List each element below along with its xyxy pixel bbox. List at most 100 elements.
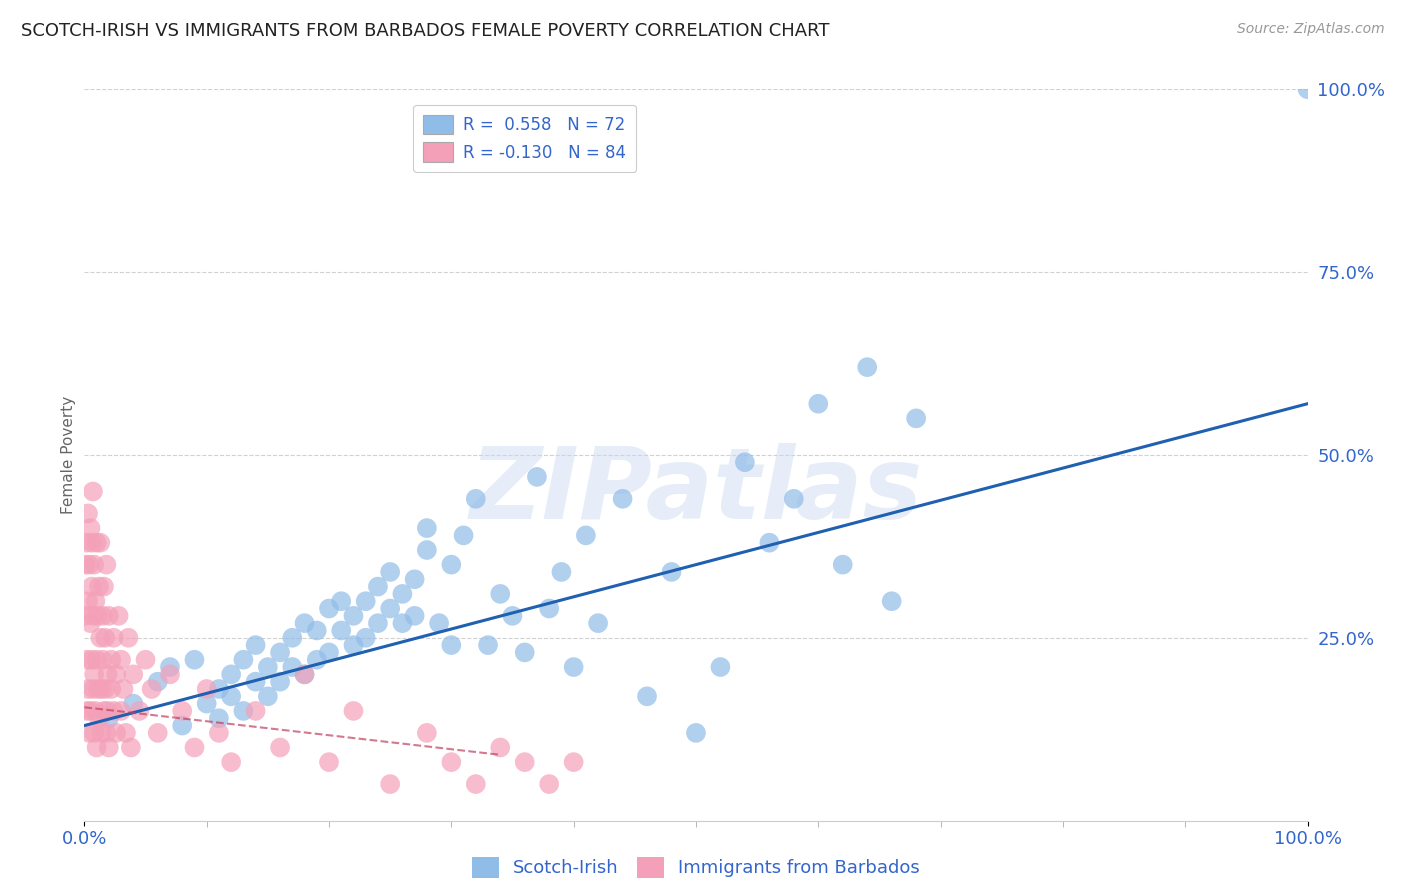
Point: [1296, 82, 1319, 96]
Point: [427, 616, 450, 631]
Point: [91, 653, 114, 667]
Point: [416, 726, 439, 740]
Point: [404, 608, 426, 623]
Point: [96, 726, 118, 740]
Point: [122, 697, 145, 711]
Point: [79, 616, 101, 631]
Point: [117, 631, 139, 645]
Point: [122, 667, 145, 681]
Point: [562, 660, 585, 674]
Point: [709, 660, 731, 674]
Point: [404, 572, 426, 586]
Point: [489, 740, 512, 755]
Point: [89, 631, 111, 645]
Legend: Scotch-Irish, Immigrants from Barbados: Scotch-Irish, Immigrants from Barbados: [464, 849, 928, 885]
Point: [86, 740, 108, 755]
Point: [77, 726, 100, 740]
Point: [103, 704, 125, 718]
Point: [281, 660, 304, 674]
Point: [453, 528, 475, 542]
Point: [342, 638, 364, 652]
Point: [103, 631, 125, 645]
Point: [146, 726, 169, 740]
Point: [93, 580, 115, 594]
Point: [245, 638, 267, 652]
Point: [219, 667, 242, 681]
Point: [86, 653, 108, 667]
Point: [305, 624, 328, 638]
Point: [77, 594, 100, 608]
Point: [80, 535, 103, 549]
Point: [513, 645, 536, 659]
Point: [586, 616, 609, 631]
Point: [183, 653, 205, 667]
Point: [76, 653, 98, 667]
Point: [245, 674, 267, 689]
Point: [80, 653, 103, 667]
Point: [80, 580, 103, 594]
Point: [294, 667, 316, 681]
Point: [110, 704, 132, 718]
Point: [318, 755, 340, 769]
Point: [367, 616, 389, 631]
Point: [90, 681, 112, 696]
Point: [538, 601, 561, 615]
Point: [90, 726, 112, 740]
Point: [208, 726, 231, 740]
Point: [77, 681, 100, 696]
Point: [550, 565, 572, 579]
Point: [502, 608, 524, 623]
Point: [219, 755, 242, 769]
Point: [75, 558, 97, 572]
Point: [232, 653, 254, 667]
Point: [612, 491, 634, 506]
Point: [575, 528, 598, 542]
Point: [269, 674, 291, 689]
Point: [330, 624, 353, 638]
Point: [416, 521, 439, 535]
Point: [77, 558, 100, 572]
Point: [183, 740, 205, 755]
Point: [538, 777, 561, 791]
Point: [281, 631, 304, 645]
Point: [159, 660, 181, 674]
Point: [87, 580, 110, 594]
Point: [75, 608, 97, 623]
Point: [94, 681, 117, 696]
Point: [82, 681, 104, 696]
Point: [97, 711, 120, 725]
Point: [661, 565, 683, 579]
Point: [783, 491, 806, 506]
Point: [440, 558, 463, 572]
Point: [232, 704, 254, 718]
Point: [135, 653, 157, 667]
Point: [112, 681, 135, 696]
Point: [86, 535, 108, 549]
Point: [120, 740, 142, 755]
Point: [391, 587, 413, 601]
Point: [97, 667, 120, 681]
Point: [526, 470, 548, 484]
Point: [146, 674, 169, 689]
Point: [477, 638, 499, 652]
Point: [94, 631, 117, 645]
Point: [76, 535, 98, 549]
Text: ZIPatlas: ZIPatlas: [470, 443, 922, 540]
Point: [880, 594, 903, 608]
Point: [100, 653, 122, 667]
Point: [905, 411, 928, 425]
Point: [219, 690, 242, 704]
Point: [208, 711, 231, 725]
Point: [141, 681, 163, 696]
Point: [367, 580, 389, 594]
Point: [734, 455, 756, 469]
Point: [76, 704, 98, 718]
Point: [380, 777, 402, 791]
Point: [83, 726, 105, 740]
Point: [342, 608, 364, 623]
Point: [100, 681, 122, 696]
Point: [208, 681, 231, 696]
Point: [831, 558, 853, 572]
Point: [172, 718, 194, 732]
Point: [513, 755, 536, 769]
